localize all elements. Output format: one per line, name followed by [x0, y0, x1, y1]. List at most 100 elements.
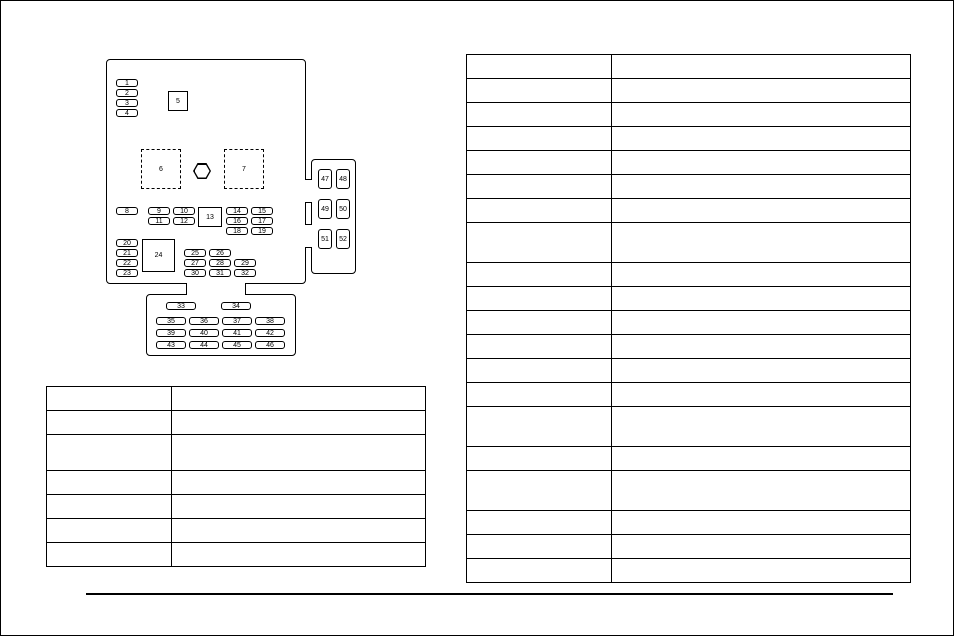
table-cell	[611, 103, 910, 127]
table-cell	[467, 359, 612, 383]
fuse-label: 2	[125, 90, 129, 97]
fuse-label: 14	[233, 208, 241, 215]
table-cell	[171, 471, 425, 495]
fuse-slot-10: 10	[173, 207, 195, 215]
table-cell	[467, 223, 612, 263]
table-cell	[171, 543, 425, 567]
fuse-slot-46: 46	[255, 341, 285, 349]
table-cell	[467, 559, 612, 583]
fuse-slot-28: 28	[209, 259, 231, 267]
table-cell	[611, 79, 910, 103]
fuse-slot-2: 2	[116, 89, 138, 97]
table-cell	[611, 127, 910, 151]
fuse-label: 41	[233, 330, 241, 337]
fuse-label: 51	[321, 236, 329, 243]
fuse-label: 17	[258, 218, 266, 225]
fuse-label: 27	[191, 260, 199, 267]
fuse-label: 31	[216, 270, 224, 277]
table-row	[467, 471, 911, 511]
table-row	[467, 175, 911, 199]
fuse-slot-22: 22	[116, 259, 138, 267]
table-cell	[47, 543, 172, 567]
fuse-slot-29: 29	[234, 259, 256, 267]
table-cell	[611, 151, 910, 175]
fuse-slot-44: 44	[189, 341, 219, 349]
fuse-label: 49	[321, 206, 329, 213]
table-cell	[611, 287, 910, 311]
table-cell	[611, 55, 910, 79]
table-row	[47, 519, 426, 543]
fuse-slot-34: 34	[221, 302, 251, 310]
table-row	[47, 435, 426, 471]
table-cell	[171, 435, 425, 471]
fuse-label: 30	[191, 270, 199, 277]
fuse-label: 12	[180, 218, 188, 225]
fuse-slot-33: 33	[166, 302, 196, 310]
fuse-label: 5	[176, 98, 180, 105]
fuse-label: 47	[321, 176, 329, 183]
fuse-label: 19	[258, 228, 266, 235]
table-row	[47, 495, 426, 519]
table-cell	[611, 447, 910, 471]
table-row	[467, 223, 911, 263]
fuse-label: 15	[258, 208, 266, 215]
fuse-label: 18	[233, 228, 241, 235]
fuse-label: 52	[339, 236, 347, 243]
table-row	[467, 79, 911, 103]
connector-tab	[305, 179, 312, 203]
table-row	[47, 471, 426, 495]
fuse-slot-39: 39	[156, 329, 186, 337]
fuse-slot-9: 9	[148, 207, 170, 215]
fuse-slot-4: 4	[116, 109, 138, 117]
table-row	[467, 511, 911, 535]
fuse-slot-40: 40	[189, 329, 219, 337]
table-row	[47, 411, 426, 435]
table-cell	[467, 175, 612, 199]
fuse-label: 29	[241, 260, 249, 267]
table-cell	[467, 335, 612, 359]
fuse-label: 44	[200, 342, 208, 349]
fuse-label: 24	[155, 252, 163, 259]
table-cell	[467, 383, 612, 407]
fuse-slot-50: 50	[336, 199, 350, 219]
table-cell	[47, 387, 172, 411]
table-row	[467, 383, 911, 407]
fuse-slot-49: 49	[318, 199, 332, 219]
fuse-label: 26	[216, 250, 224, 257]
fuse-slot-51: 51	[318, 229, 332, 249]
table-cell	[47, 519, 172, 543]
fuse-label: 32	[241, 270, 249, 277]
table-cell	[611, 407, 910, 447]
table-cell	[467, 311, 612, 335]
fuse-label: 45	[233, 342, 241, 349]
table-cell	[467, 127, 612, 151]
table-cell	[611, 335, 910, 359]
table-cell	[171, 519, 425, 543]
table-cell	[467, 447, 612, 471]
fuse-label: 13	[206, 214, 214, 221]
table-cell	[611, 511, 910, 535]
fuse-label: 35	[167, 318, 175, 325]
table-cell	[611, 471, 910, 511]
table-row	[467, 287, 911, 311]
fuse-label: 21	[123, 250, 131, 257]
fuse-slot-45: 45	[222, 341, 252, 349]
table-cell	[611, 175, 910, 199]
fuse-label: 37	[233, 318, 241, 325]
table-row	[467, 151, 911, 175]
table-cell	[467, 151, 612, 175]
fuse-slot-32: 32	[234, 269, 256, 277]
table-row	[467, 447, 911, 471]
fuse-label: 50	[339, 206, 347, 213]
fuse-slot-18: 18	[226, 227, 248, 235]
page: 6 7 5 13 24 1234891014151112161718192021…	[1, 1, 953, 635]
fuse-slot-17: 17	[251, 217, 273, 225]
fuse-label: 43	[167, 342, 175, 349]
fuse-label: 28	[216, 260, 224, 267]
fuse-label: 48	[339, 176, 347, 183]
fuse-slot-7: 7	[224, 149, 264, 189]
fuse-slot-37: 37	[222, 317, 252, 325]
fuse-slot-41: 41	[222, 329, 252, 337]
fuse-label: 42	[266, 330, 274, 337]
fuse-slot-24: 24	[142, 239, 175, 272]
